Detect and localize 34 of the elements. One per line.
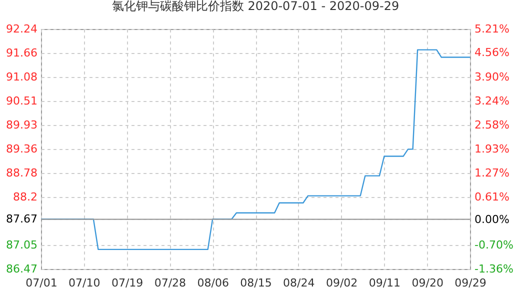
chart-title: 氯化钾与碳酸钾比价指数 2020-07-01 - 2020-09-29 — [112, 0, 400, 13]
y2-tick-label: -0.70% — [474, 238, 514, 252]
y-tick-label: 86.47 — [6, 262, 38, 276]
x-tick-label: 07/01 — [26, 276, 58, 290]
y2-tick-label: 0.61% — [474, 190, 510, 204]
y2-tick-label: 4.56% — [474, 46, 510, 60]
y2-tick-label: 1.93% — [474, 142, 510, 156]
x-tick-label: 07/19 — [111, 276, 144, 290]
y2-tick-label: -1.36% — [474, 262, 514, 276]
x-tick-label: 08/06 — [197, 276, 229, 290]
x-tick-label: 08/24 — [283, 276, 315, 290]
y2-tick-label: 5.21% — [474, 22, 510, 36]
y-tick-label: 91.66 — [6, 46, 38, 60]
x-tick-label: 09/29 — [454, 276, 486, 290]
y-tick-label: 87.67 — [6, 212, 38, 226]
x-tick-label: 08/15 — [240, 276, 272, 290]
x-tick-label: 07/10 — [68, 276, 100, 290]
y-tick-label: 91.08 — [6, 70, 38, 84]
x-tick-label: 09/11 — [368, 276, 401, 290]
y-tick-label: 87.05 — [6, 238, 38, 252]
y2-tick-label: 1.27% — [474, 166, 510, 180]
x-tick-label: 09/20 — [412, 276, 444, 290]
x-tick-label: 07/28 — [154, 276, 186, 290]
y2-tick-label: 3.24% — [474, 94, 510, 108]
y-tick-label: 92.24 — [6, 22, 38, 36]
y-tick-label: 90.51 — [6, 94, 38, 108]
y2-tick-label: 0.00% — [474, 212, 510, 226]
y2-tick-label: 3.90% — [474, 70, 510, 84]
y-tick-label: 89.36 — [6, 142, 38, 156]
y-tick-label: 89.93 — [6, 118, 38, 132]
y-tick-label: 88.78 — [6, 166, 38, 180]
x-tick-label: 09/02 — [326, 276, 358, 290]
y-tick-label: 88.2 — [13, 190, 38, 204]
y2-tick-label: 2.58% — [474, 118, 510, 132]
